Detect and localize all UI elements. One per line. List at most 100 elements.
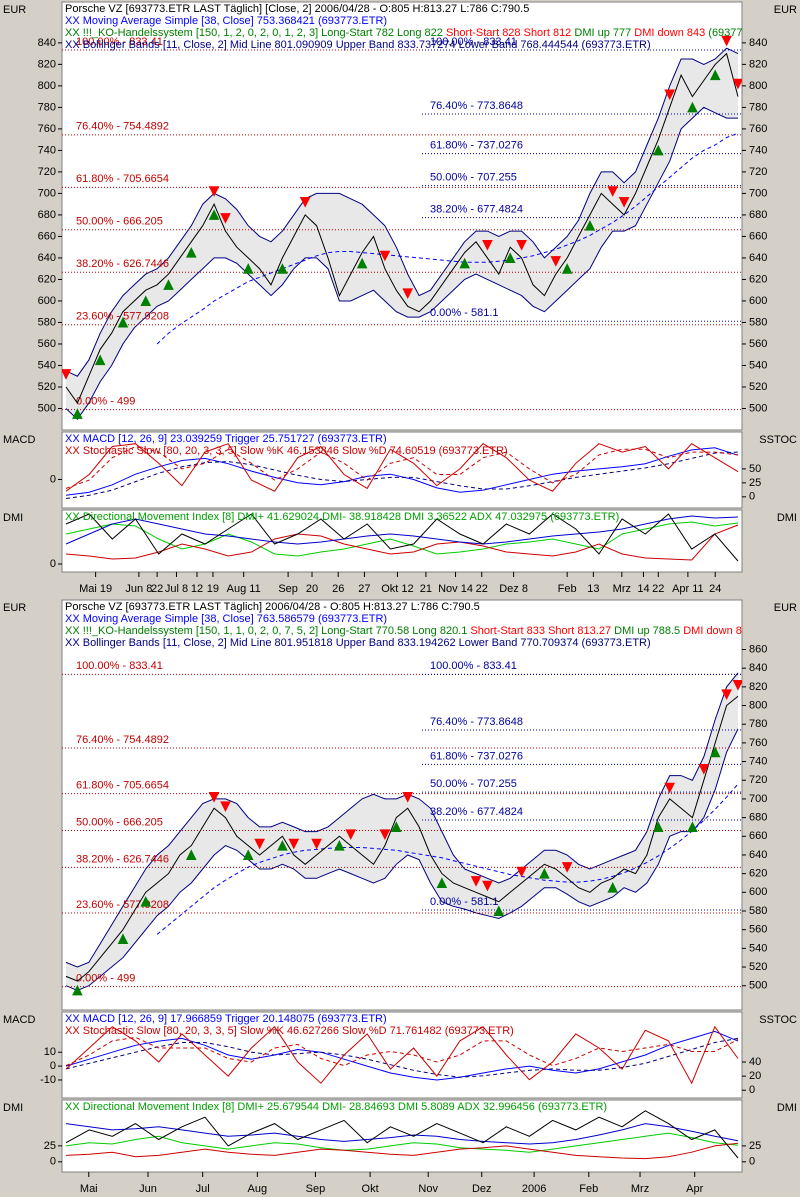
signal-marker [208, 792, 220, 803]
y-tick-label: 760 [749, 123, 767, 135]
series-line [65, 443, 739, 492]
y2-tick-label: 40 [749, 1056, 761, 1068]
header-line: XX !!!_KO-Handelssystem [150, 1, 2, 0, 2… [65, 27, 773, 39]
x-tick-label: Jul 8 [165, 583, 188, 595]
y-tick-label: 800 [749, 699, 767, 711]
header-line: XX MACD [12, 26, 9] 17.966859 Trigger 20… [65, 1013, 387, 1025]
series-line [65, 1037, 739, 1078]
signal-marker [379, 829, 391, 841]
signal-marker [277, 840, 288, 851]
y-tick-label: 820 [38, 58, 56, 70]
signal-marker [242, 263, 254, 274]
x-tick-label: 22 [151, 583, 163, 595]
signal-marker [402, 792, 414, 803]
signal-marker [652, 144, 664, 156]
header-text: Porsche VZ [693773.ETR LAST Täglich] 200… [65, 601, 480, 613]
x-tick-label: Feb [558, 583, 577, 595]
y2-axis-label: DMI [777, 1102, 797, 1114]
x-tick-label: Dez [472, 1183, 492, 1195]
signal-marker [482, 880, 493, 892]
y-tick-label: 600 [38, 295, 56, 307]
signal-marker [664, 782, 675, 794]
y-tick-label: 720 [749, 774, 767, 786]
y-tick-label: 520 [749, 961, 767, 973]
y2-tick-label: 0 [749, 1084, 755, 1096]
header-text: XX Moving Average Simple [38, Close] 753… [65, 15, 387, 27]
y-tick-label: 700 [38, 187, 56, 199]
signal-marker [72, 408, 83, 419]
signal-marker [687, 101, 698, 113]
y-axis-label: MACD [3, 434, 35, 446]
series-line [65, 524, 739, 561]
x-tick-label: 19 [207, 583, 219, 595]
series-line [65, 521, 739, 557]
y-tick-label: 580 [749, 316, 767, 328]
y-tick-label: 720 [749, 166, 767, 178]
x-tick-label: 20 [306, 583, 318, 595]
series-line [65, 1110, 739, 1159]
signal-marker [185, 246, 197, 258]
plot-area [61, 1099, 743, 1173]
y-tick-label: 640 [38, 252, 56, 264]
y-tick-label: 0 [50, 1156, 56, 1168]
y2-tick-label: 25 [749, 477, 761, 489]
level-label: 50.00% - 707.255 [430, 778, 517, 790]
level-label: 76.40% - 773.8648 [430, 716, 523, 728]
y-tick-label: 540 [749, 942, 767, 954]
signal-marker [220, 213, 231, 224]
signal-marker [379, 250, 391, 262]
y2-tick-label: 20 [749, 1070, 761, 1082]
signal-marker [493, 905, 505, 917]
y-tick-label: 620 [749, 273, 767, 285]
x-tick-label: Nov [418, 1183, 438, 1195]
series-line [65, 52, 739, 405]
signal-marker [311, 838, 322, 850]
signal-marker [652, 821, 664, 832]
y-tick-label: 680 [38, 209, 56, 221]
header-text: Short-Start 833 Short 813.27 [470, 625, 614, 637]
level-label: 61.80% - 737.0276 [430, 750, 523, 762]
signal-marker [607, 882, 619, 893]
series-line [65, 1036, 739, 1067]
plot-area [61, 509, 743, 573]
signal-marker [561, 263, 573, 274]
header-line: XX !!!_KO-Handelssystem [150, 1, 1, 0, 2… [65, 625, 769, 637]
x-tick-label: 14 [637, 583, 649, 595]
x-tick-label: 12 [191, 583, 203, 595]
signal-marker [72, 984, 83, 996]
x-tick-label: Dez 8 [499, 583, 528, 595]
series-line [65, 695, 739, 982]
header-line: XX Bollinger Bands [11, Close, 2] Mid Li… [65, 637, 651, 649]
header-line: XX MACD [12, 26, 9] 23.039259 Trigger 25… [65, 433, 387, 445]
x-tick-label: 13 [587, 583, 599, 595]
y-tick-label: 860 [749, 643, 767, 655]
y-tick-label: 600 [749, 295, 767, 307]
signal-marker [117, 316, 129, 328]
signal-marker [584, 220, 596, 231]
y-tick-label: 840 [749, 662, 767, 674]
x-tick-label: Jun 8 [125, 583, 152, 595]
y2-tick-label: 50 [749, 463, 761, 475]
series-line [65, 1025, 739, 1085]
x-tick-label: 27 [358, 583, 370, 595]
header-text: Short-Start 828 Short 812 [446, 27, 574, 39]
signal-marker [242, 849, 254, 860]
series-line [65, 451, 739, 499]
signal-marker [220, 801, 231, 813]
y-tick-label: 720 [38, 166, 56, 178]
y-tick-label: 520 [749, 381, 767, 393]
y-tick-label: 560 [749, 338, 767, 350]
x-tick-label: Mrz [613, 583, 631, 595]
y-tick-label: 500 [749, 980, 767, 992]
level-label: 23.60% - 577.9208 [76, 311, 169, 323]
header-text: XX Bollinger Bands [11, Close, 2] Mid Li… [65, 39, 651, 51]
signal-marker [709, 746, 721, 758]
header-line: XX Bollinger Bands [11, Close, 2] Mid Li… [65, 39, 651, 51]
signal-marker [140, 295, 152, 306]
level-label: 38.20% - 626.7446 [76, 258, 169, 270]
level-label: 38.20% - 677.4824 [430, 204, 523, 216]
y-tick-label: 700 [749, 187, 767, 199]
signal-marker [664, 89, 675, 101]
header-line: Porsche VZ [693773.ETR LAST Täglich] [Cl… [65, 3, 529, 15]
